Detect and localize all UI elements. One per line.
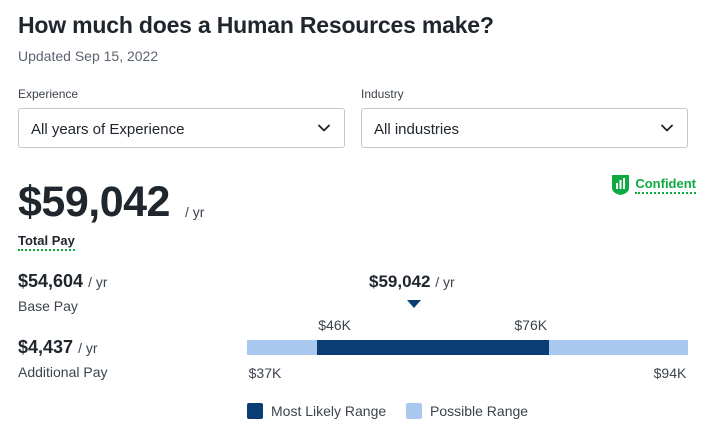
median-unit: / yr [435, 274, 455, 290]
base-pay-value: $54,604 [18, 271, 84, 291]
total-pay-unit: / yr [185, 204, 205, 220]
industry-value: All industries [374, 121, 460, 138]
experience-value: All years of Experience [31, 121, 185, 138]
base-pay-unit: / yr [88, 274, 108, 290]
confidence-label: Confident [635, 176, 696, 194]
median-value: $59,042 [369, 272, 431, 291]
additional-pay-unit: / yr [78, 340, 98, 356]
total-pay-value: $59,042 [18, 178, 170, 226]
base-pay-label: Base Pay [18, 298, 78, 314]
confidence-bars-icon [612, 175, 630, 195]
chevron-down-icon [661, 124, 673, 132]
possible-range-bar [247, 340, 688, 355]
legend-likely-label: Most Likely Range [271, 403, 387, 419]
additional-pay-label: Additional Pay [18, 364, 108, 380]
range-max-label: $94K [653, 365, 687, 381]
likely-swatch [247, 403, 263, 419]
chevron-down-icon [318, 124, 330, 132]
base-pay-row: $54,604 / yr [18, 271, 108, 292]
possible-swatch [406, 403, 422, 419]
range-min-label: $37K [248, 365, 282, 381]
updated-date: Updated Sep 15, 2022 [18, 48, 159, 64]
median-label: $59,042 / yr [369, 272, 455, 292]
legend-possible-label: Possible Range [430, 403, 529, 419]
industry-select[interactable]: All industries [361, 108, 688, 148]
legend-possible: Possible Range [406, 403, 528, 419]
page-title: How much does a Human Resources make? [18, 12, 494, 38]
likely-range-bar [316, 340, 549, 355]
total-pay-label[interactable]: Total Pay [18, 233, 75, 251]
additional-pay-row: $4,437 / yr [18, 337, 98, 358]
additional-pay-value: $4,437 [18, 337, 74, 357]
experience-label: Experience [18, 87, 79, 101]
median-marker-icon [407, 300, 421, 308]
confidence-badge[interactable]: Confident [611, 174, 696, 196]
likely-high-label: $76K [514, 317, 548, 333]
legend-likely: Most Likely Range [247, 403, 386, 419]
industry-label: Industry [361, 87, 404, 101]
experience-select[interactable]: All years of Experience [18, 108, 345, 148]
likely-low-label: $46K [318, 317, 351, 333]
